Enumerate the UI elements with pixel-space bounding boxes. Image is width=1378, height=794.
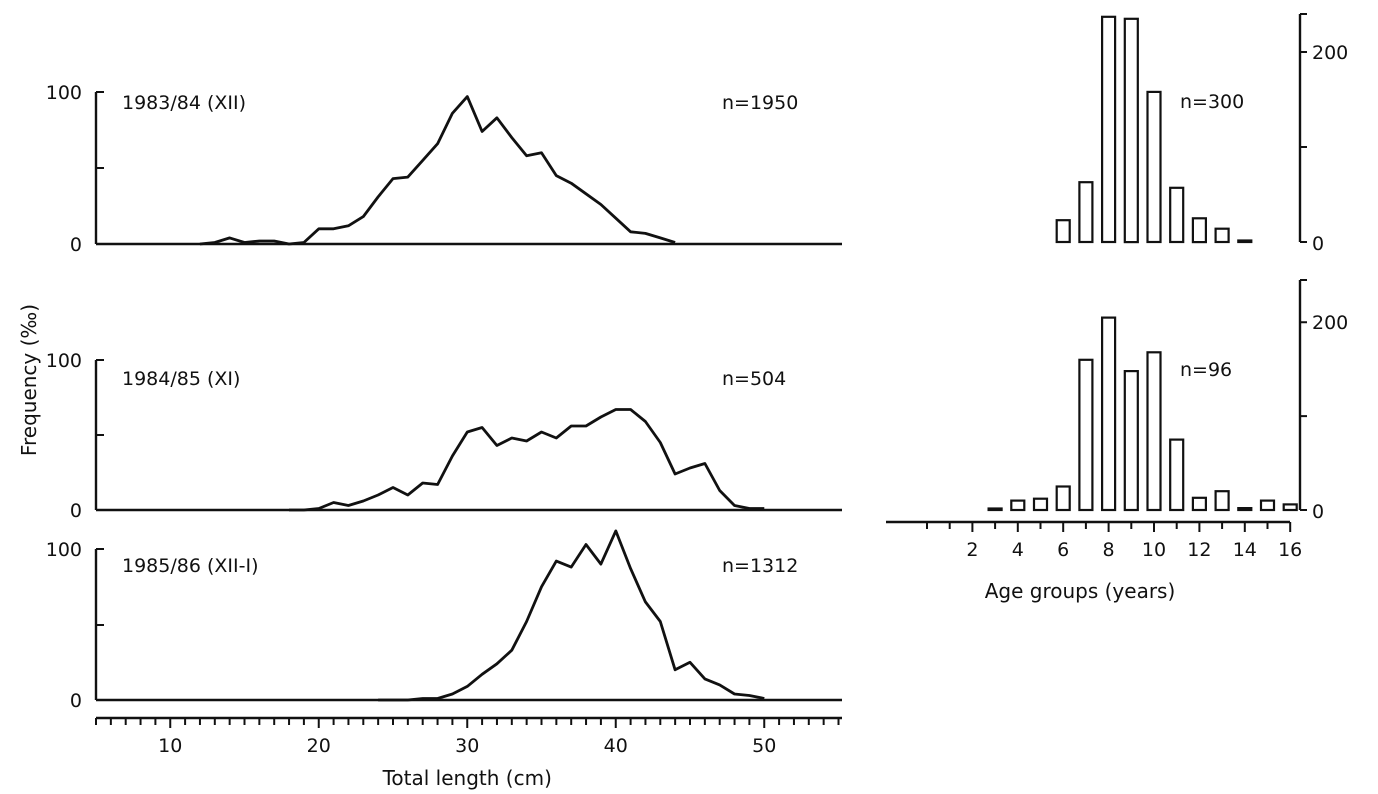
sample-size-label: n=1312 (722, 555, 798, 577)
y-tick-label: 100 (46, 539, 82, 561)
x-axis-title: Age groups (years) (985, 579, 1176, 603)
age-bar (1259, 499, 1276, 512)
sample-size-label: n=300 (1180, 91, 1244, 113)
y-tick-label: 200 (1312, 42, 1348, 64)
x-tick-label: 14 (1233, 539, 1257, 561)
x-tick-label: 2 (966, 539, 978, 561)
age-bar (1169, 186, 1185, 244)
age-bar (1214, 227, 1230, 244)
sample-size-label: n=504 (722, 368, 786, 390)
age-bar (1032, 497, 1049, 512)
age-bar (1146, 351, 1162, 512)
age-bar (1123, 370, 1139, 512)
length-frequency-series (289, 408, 765, 512)
age-bar (1146, 90, 1162, 244)
x-tick-label: 10 (1142, 539, 1166, 561)
x-tick-label: 50 (752, 735, 776, 757)
age-bar (1123, 17, 1139, 244)
age-bar (1100, 316, 1117, 512)
length-panel-1984-85: 0 100 1984/85 (XI) n=504 (46, 350, 842, 522)
panel-label: 1983/84 (XII) (122, 92, 246, 114)
x-axis-title: Total length (cm) (382, 766, 552, 790)
sample-size-label: n=96 (1180, 359, 1232, 381)
age-bar (1169, 438, 1185, 512)
y-tick-label: 0 (70, 234, 82, 256)
x-tick-label: 16 (1278, 539, 1302, 561)
age-bar (1078, 358, 1094, 512)
age-bar (1100, 15, 1117, 244)
x-tick-label: 20 (307, 735, 331, 757)
age-bar (1237, 507, 1253, 512)
y-tick-label: 0 (1312, 501, 1324, 523)
age-bar (1191, 217, 1208, 244)
age-panel-bottom: 0 200 n=96 2 4 6 8 10 12 14 16 Age groups (years) (886, 279, 1348, 603)
x-tick-label: 4 (1012, 539, 1024, 561)
age-panel-top: 0 200 n=300 (1055, 13, 1348, 255)
y-tick-label: 200 (1312, 312, 1348, 334)
length-panel-1983-84: 0 100 1983/84 (XII) n=1950 (46, 82, 842, 256)
length-frequency-series (378, 529, 765, 702)
y-tick-label: 100 (46, 82, 82, 104)
x-tick-label: 10 (158, 735, 182, 757)
length-frequency-series (199, 95, 676, 246)
age-bar (1010, 499, 1026, 512)
x-tick-label: 40 (604, 735, 628, 757)
y-tick-label: 0 (1312, 233, 1324, 255)
panel-label: 1985/86 (XII-I) (122, 555, 258, 577)
age-bar (1055, 219, 1071, 244)
y-tick-label: 0 (70, 690, 82, 712)
panel-label: 1984/85 (XI) (122, 368, 240, 390)
age-bar (987, 507, 1003, 512)
age-bar (1191, 496, 1208, 512)
age-bar (1078, 181, 1094, 244)
length-panel-1985-86: 0 100 1985/86 (XII-I) n=1312 10 20 30 40 50 Total… (46, 529, 842, 790)
age-bar (1282, 503, 1298, 512)
sample-size-label: n=1950 (722, 92, 798, 114)
age-bar (1214, 490, 1230, 512)
x-tick-label: 8 (1103, 539, 1115, 561)
age-bar (1055, 485, 1071, 512)
x-tick-label: 6 (1057, 539, 1069, 561)
y-tick-label: 100 (46, 350, 82, 372)
x-tick-label: 12 (1187, 539, 1211, 561)
y-axis-label: Frequency (‰) (17, 304, 41, 456)
y-tick-label: 0 (70, 500, 82, 522)
x-tick-label: 30 (455, 735, 479, 757)
age-bar (1237, 239, 1253, 244)
